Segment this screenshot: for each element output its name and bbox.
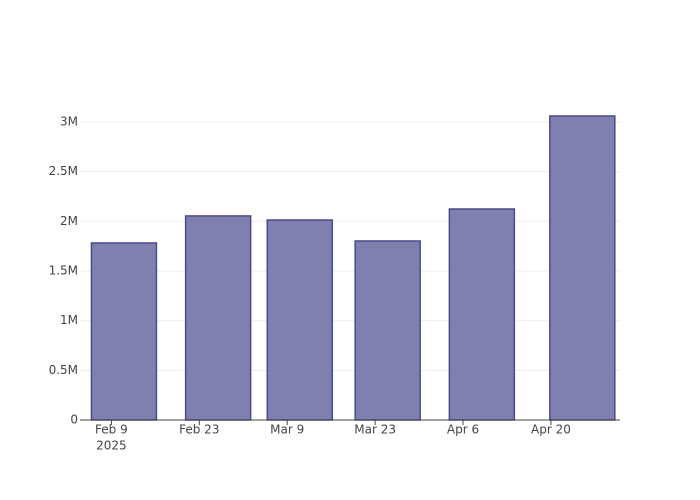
y-tick-label: 2M bbox=[60, 214, 78, 228]
y-tick-label: 2.5M bbox=[49, 164, 78, 178]
bar bbox=[266, 219, 334, 421]
bar bbox=[448, 208, 516, 421]
bar bbox=[184, 215, 252, 421]
y-tick-label: 0 bbox=[70, 413, 78, 427]
x-tick-label: Mar 9 bbox=[270, 423, 304, 437]
x-tick-label: Apr 6 bbox=[447, 423, 479, 437]
y-tick-label: 1M bbox=[60, 313, 78, 327]
x-tick-label: Mar 23 bbox=[354, 423, 396, 437]
x-tick-label: Apr 20 bbox=[531, 423, 571, 437]
y-tick-label: 0.5M bbox=[49, 363, 78, 377]
bar bbox=[354, 240, 421, 421]
x-tick-year: 2025 bbox=[96, 439, 127, 453]
x-tick-label: Feb 9 bbox=[95, 423, 128, 437]
y-tick-label: 3M bbox=[60, 114, 78, 128]
x-tick-label: Feb 23 bbox=[179, 423, 219, 437]
bar bbox=[549, 115, 616, 421]
bar bbox=[90, 242, 158, 421]
y-tick-label: 1.5M bbox=[49, 263, 78, 277]
